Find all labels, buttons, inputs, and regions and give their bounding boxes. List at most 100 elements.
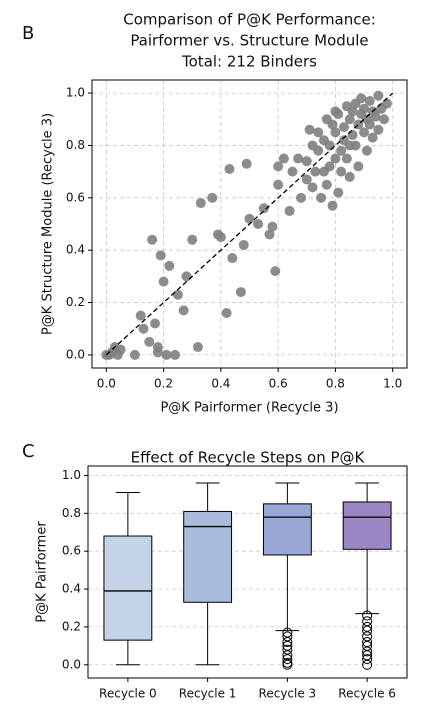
x-tick-label: 0.2 [154, 377, 173, 391]
point [344, 171, 355, 182]
point [238, 239, 249, 250]
y-tick-label: 0.8 [62, 506, 81, 520]
point [339, 122, 349, 133]
point [135, 310, 146, 321]
point [293, 153, 304, 164]
point [152, 342, 163, 353]
point [330, 127, 341, 138]
point [273, 179, 284, 190]
chart-title: Total: 212 Binders [181, 53, 317, 71]
point [267, 221, 278, 232]
point [284, 205, 295, 216]
point [170, 349, 181, 360]
point [178, 305, 189, 316]
box [262, 503, 312, 556]
x-axis-label: P@K Pairformer (Recycle 3) [160, 401, 338, 416]
point [138, 323, 149, 334]
outlier [362, 659, 373, 670]
point [336, 145, 347, 156]
y-tick-label: 1.0 [62, 468, 81, 482]
point [327, 200, 338, 211]
y-tick-label: 0.0 [66, 347, 85, 361]
point [359, 127, 370, 138]
point [301, 156, 312, 167]
point [330, 106, 341, 117]
x-tick-label: Recycle 1 [179, 687, 237, 701]
box [103, 535, 153, 641]
point [181, 271, 192, 282]
point [215, 232, 226, 243]
point [147, 234, 158, 245]
point [381, 98, 392, 109]
outlier [362, 625, 373, 636]
point [253, 219, 264, 229]
point [224, 164, 235, 175]
point [344, 140, 355, 151]
point [155, 250, 166, 261]
point [241, 158, 252, 169]
x-tick-label: 0.0 [97, 377, 116, 391]
outlier [282, 654, 293, 665]
point [359, 103, 370, 114]
x-tick-label: 0.8 [326, 377, 345, 391]
box [183, 510, 233, 603]
point [344, 114, 355, 125]
outlier [282, 659, 293, 670]
point [310, 166, 321, 177]
point [330, 153, 341, 164]
y-tick-label: 0.4 [66, 243, 85, 257]
point [307, 182, 318, 193]
outlier [282, 637, 293, 648]
outlier [362, 610, 373, 621]
x-tick-label: 1.0 [383, 377, 402, 391]
point [278, 153, 289, 164]
y-axis-label: P@K Pairformer [35, 521, 50, 623]
outlier [362, 646, 373, 657]
point [187, 234, 198, 245]
chart-title: Comparison of P@K Performance: [123, 11, 376, 29]
point [144, 336, 155, 347]
point [129, 349, 140, 360]
point [324, 140, 335, 151]
diagonal-line [105, 92, 394, 356]
chart-title: Effect of Recycle Steps on P@K [131, 449, 366, 467]
chart-title: Pairformer vs. Structure Module [130, 32, 368, 50]
y-tick-label: 0.2 [66, 295, 85, 309]
point [227, 253, 238, 264]
point [347, 106, 358, 117]
point [370, 111, 381, 122]
y-tick-label: 0.6 [66, 190, 85, 204]
point [316, 192, 327, 203]
point [336, 166, 347, 177]
point [273, 161, 284, 172]
point [287, 166, 298, 177]
point [364, 119, 375, 130]
point [364, 95, 375, 106]
point [353, 161, 364, 172]
y-axis-label: P@K Structure Module (Recycle 3) [41, 113, 56, 335]
x-tick-label: Recycle 0 [99, 687, 157, 701]
point [304, 124, 315, 135]
plot-frame [91, 79, 408, 369]
box [342, 501, 392, 550]
point [158, 276, 169, 287]
point [195, 198, 206, 209]
x-tick-label: 0.6 [269, 377, 288, 391]
point [333, 187, 344, 198]
panel-label: B [22, 23, 34, 44]
point [307, 140, 318, 151]
point [258, 203, 269, 214]
x-tick-label: 0.4 [211, 377, 230, 391]
point [347, 129, 358, 140]
point [301, 174, 312, 185]
point [324, 161, 335, 172]
y-tick-label: 1.0 [66, 86, 85, 100]
point [361, 145, 372, 156]
point [321, 179, 332, 190]
outlier [362, 654, 373, 665]
point [244, 213, 255, 224]
point [341, 153, 352, 164]
point [270, 266, 281, 277]
y-tick-label: 0.6 [62, 544, 81, 558]
